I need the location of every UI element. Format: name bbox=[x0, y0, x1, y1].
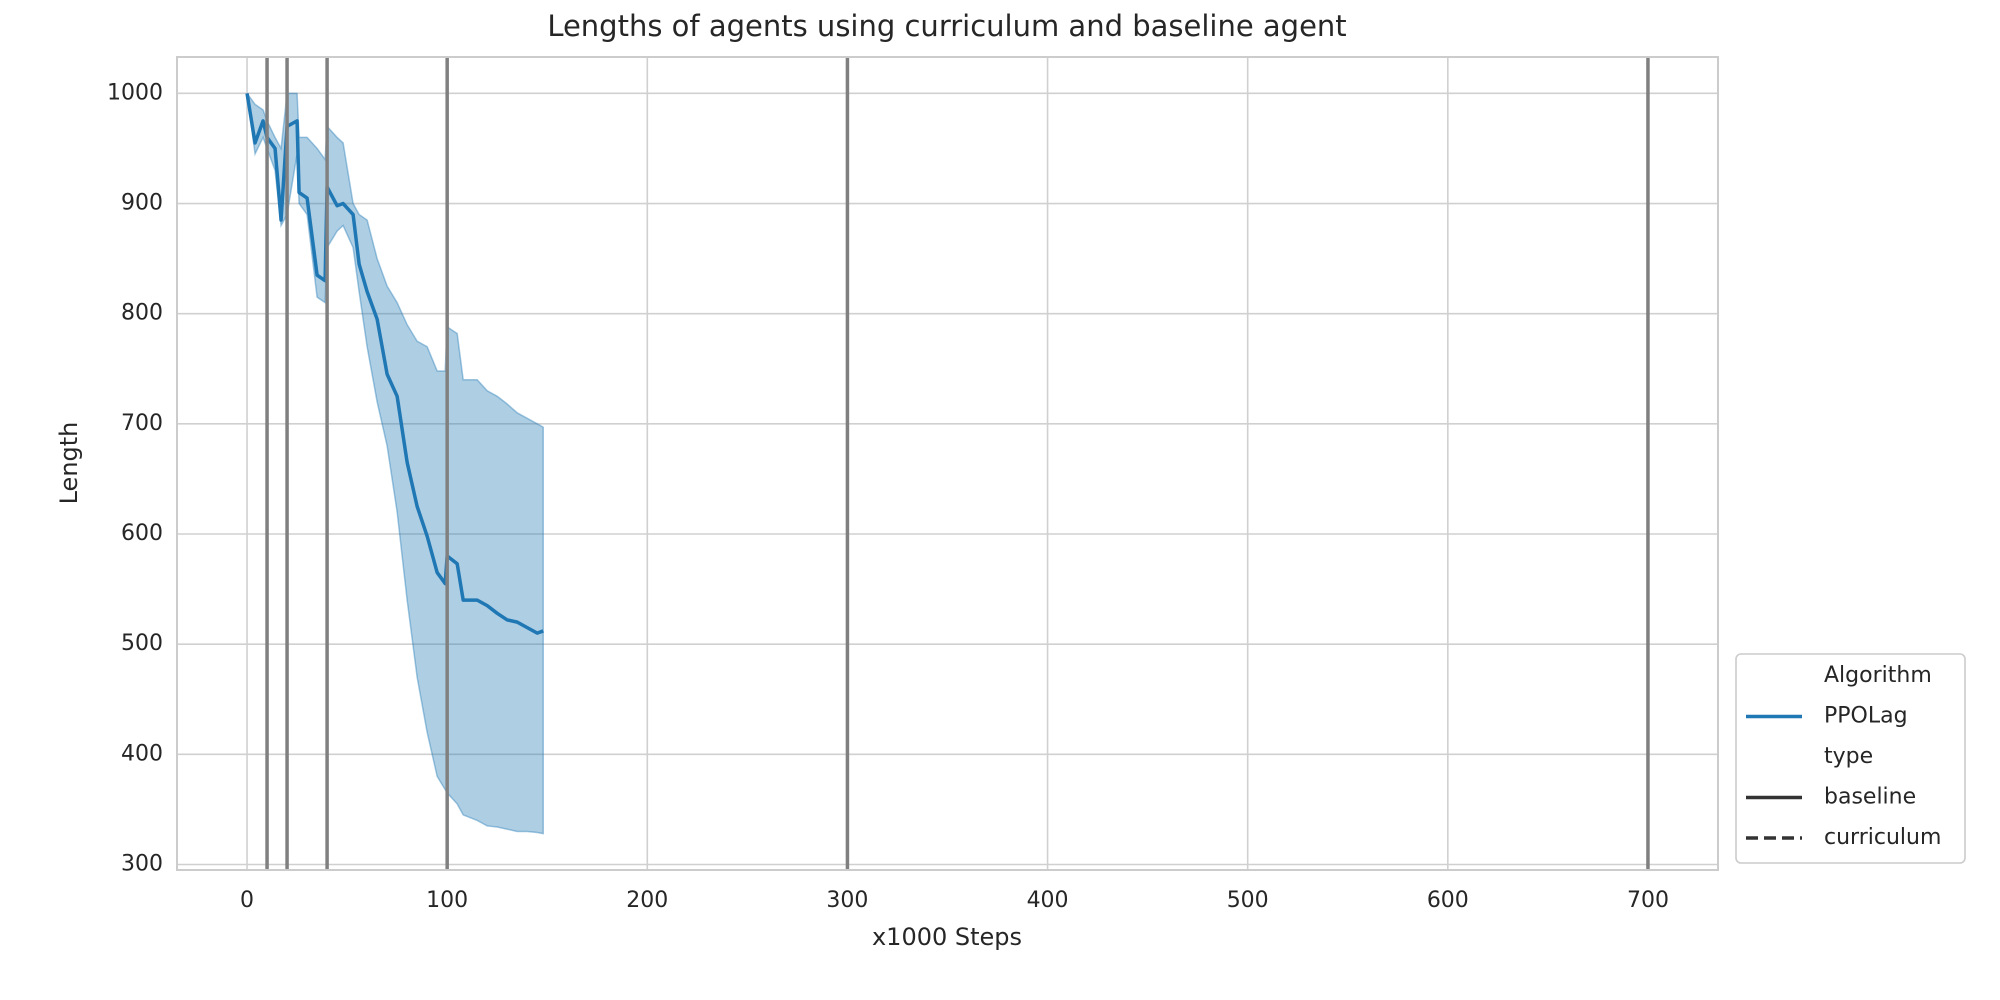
x-tick-label: 500 bbox=[1227, 888, 1269, 913]
confidence-band bbox=[246, 92, 544, 835]
x-tick-label: 100 bbox=[426, 888, 468, 913]
y-tick-label: 600 bbox=[121, 521, 163, 546]
legend-label: PPOLag bbox=[1824, 704, 1908, 729]
y-tick-label: 400 bbox=[121, 741, 163, 766]
plot-frame bbox=[176, 56, 1719, 871]
x-tick-label: 400 bbox=[1027, 888, 1069, 913]
y-axis-label: Length bbox=[55, 422, 83, 505]
x-tick-label: 700 bbox=[1627, 888, 1669, 913]
legend-box bbox=[1735, 653, 1966, 864]
x-tick-label: 0 bbox=[240, 888, 254, 913]
y-tick-label: 500 bbox=[121, 631, 163, 656]
y-tick-label: 1000 bbox=[107, 80, 163, 105]
legend-title: type bbox=[1824, 744, 1873, 769]
x-tick-label: 300 bbox=[826, 888, 868, 913]
legend-title: Algorithm bbox=[1824, 663, 1932, 688]
legend-label: baseline bbox=[1824, 785, 1916, 810]
x-axis-label: x1000 Steps bbox=[872, 923, 1022, 951]
y-tick-label: 800 bbox=[121, 301, 163, 326]
legend-label: curriculum bbox=[1824, 825, 1941, 850]
y-tick-label: 300 bbox=[121, 851, 163, 876]
chart-title: Lengths of agents using curriculum and b… bbox=[547, 9, 1346, 43]
x-tick-label: 600 bbox=[1427, 888, 1469, 913]
y-tick-label: 900 bbox=[121, 191, 163, 216]
x-tick-label: 200 bbox=[626, 888, 668, 913]
y-tick-label: 700 bbox=[121, 411, 163, 436]
